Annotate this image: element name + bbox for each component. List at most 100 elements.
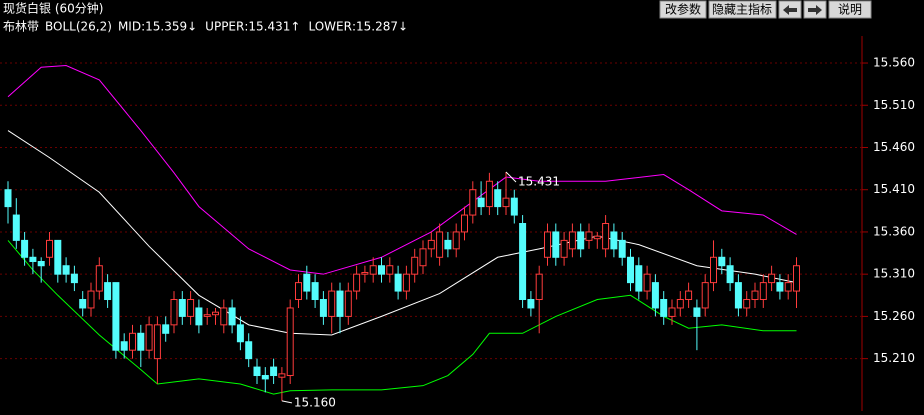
legend-value: :15.359↓	[141, 20, 197, 34]
candle-body	[87, 290, 95, 309]
candle-body	[577, 231, 585, 250]
candle-body	[568, 231, 576, 250]
candle-body	[427, 239, 435, 250]
candle-body	[469, 189, 477, 216]
candle-body	[676, 299, 684, 309]
candle-body	[245, 341, 253, 360]
candle-body	[519, 223, 527, 301]
button-label[interactable]: 说明	[838, 2, 862, 17]
candle-body	[552, 231, 560, 258]
candle-body	[353, 273, 361, 292]
y-tick-label: 15.560	[873, 56, 915, 70]
annotation: 15.160	[294, 395, 336, 409]
candle-body	[693, 307, 701, 317]
button[interactable]	[659, 0, 707, 19]
candle-body	[261, 375, 269, 380]
candle-body	[776, 282, 784, 292]
candle-body	[477, 197, 485, 208]
candle-body	[153, 324, 161, 360]
y-tick-label: 15.310	[873, 267, 915, 281]
candle-body	[195, 307, 203, 326]
candle-body	[253, 366, 261, 377]
candle-body	[651, 282, 659, 309]
candle-body	[236, 324, 244, 343]
candle-body	[485, 180, 493, 208]
candle-body	[444, 239, 452, 250]
candle-body	[759, 282, 767, 301]
button-label[interactable]: 隐藏主指标	[712, 2, 772, 17]
candle-body	[436, 231, 444, 258]
y-tick-label: 15.210	[873, 351, 915, 365]
legend-value: :15.431↑	[244, 20, 300, 34]
candle-body	[602, 223, 610, 250]
candle-body	[228, 307, 236, 326]
candle-body	[593, 235, 601, 240]
candle-body	[104, 282, 112, 301]
y-tick-label: 15.360	[873, 224, 915, 238]
candle-body	[369, 265, 377, 275]
candle-body	[627, 256, 634, 284]
candle-body	[137, 332, 145, 351]
candle-body	[303, 273, 311, 292]
candle-body	[203, 314, 211, 317]
candle-body	[112, 282, 120, 351]
candle-body	[145, 324, 153, 351]
button[interactable]	[708, 0, 777, 19]
candle-body	[278, 373, 286, 378]
candle-body	[726, 265, 734, 284]
candle-body	[295, 282, 302, 301]
candle-body	[718, 256, 726, 267]
candle-body	[527, 299, 535, 309]
candle-body	[734, 282, 742, 309]
candle-body	[635, 265, 643, 292]
annotation-pointer	[505, 171, 517, 183]
button[interactable]	[828, 0, 872, 19]
candle-body	[120, 341, 128, 351]
candle-body	[319, 299, 327, 317]
candle-body	[701, 282, 709, 309]
candle-body	[344, 290, 352, 317]
candle-body	[643, 273, 651, 292]
candle-body	[129, 332, 136, 351]
candle-body	[560, 239, 568, 258]
candle-body	[336, 290, 344, 317]
candle-body	[95, 265, 103, 292]
y-tick-label: 15.510	[873, 98, 915, 112]
candle-body	[286, 307, 294, 377]
candle-body	[784, 282, 792, 292]
legend-name: UPPER	[205, 20, 244, 34]
candle-body	[535, 273, 543, 301]
candle-body	[212, 311, 219, 316]
candle-body	[361, 271, 369, 275]
button-label[interactable]: 改参数	[665, 2, 701, 17]
candle-body	[46, 239, 53, 258]
candle-body	[187, 299, 195, 317]
candle-body	[452, 231, 460, 250]
candle-body	[170, 299, 178, 326]
candle-body	[21, 239, 29, 258]
candle-body	[668, 307, 676, 317]
candle-body	[394, 273, 402, 292]
candle-body	[54, 239, 62, 275]
candle-body	[502, 197, 510, 208]
arrow-icon	[808, 5, 822, 15]
candle-body	[585, 231, 593, 241]
candle-body	[37, 261, 45, 267]
candle-body	[311, 282, 319, 301]
y-tick-label: 15.260	[873, 309, 915, 323]
candle-body	[378, 265, 385, 275]
candle-body	[419, 248, 427, 267]
candle-body	[494, 189, 502, 208]
band-line	[7, 130, 797, 336]
candle-body	[386, 265, 394, 275]
candle-body	[62, 265, 70, 275]
arrow-icon	[783, 5, 797, 15]
candle-body	[544, 231, 551, 258]
candle-body	[79, 299, 87, 309]
chart-title: 现货白银 (60分钟)	[3, 1, 103, 16]
candle-body	[685, 290, 693, 301]
candle-body	[328, 290, 336, 317]
y-tick-label: 15.460	[873, 140, 915, 154]
